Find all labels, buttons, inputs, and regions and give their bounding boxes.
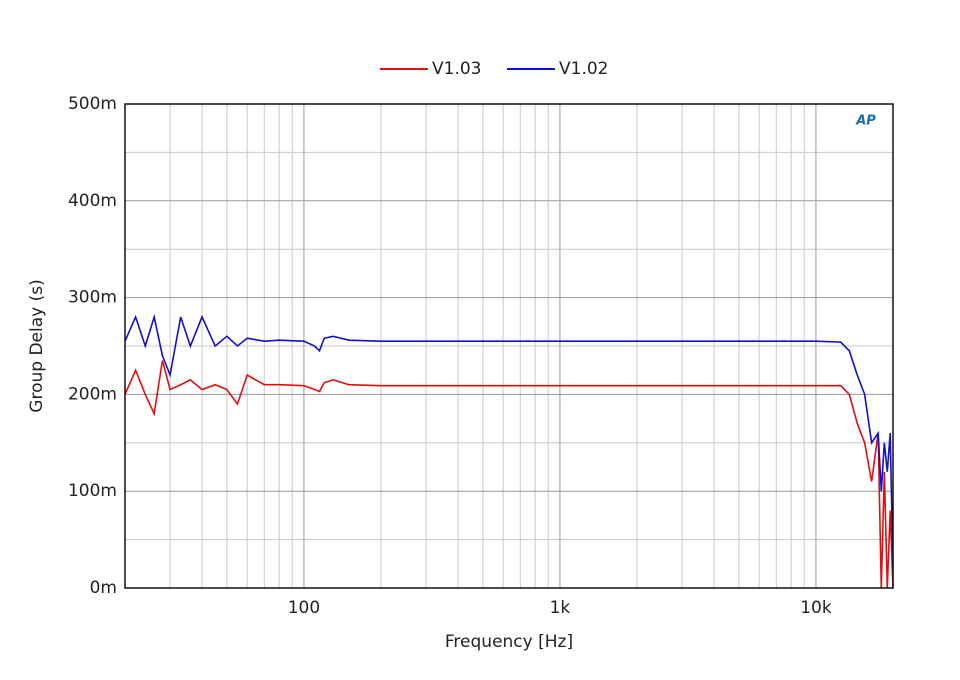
y-tick-label: 200m [68,384,117,404]
y-tick-label: 300m [68,288,117,308]
legend-label: V1.02 [559,59,608,79]
y-tick-label: 0m [90,578,117,598]
plot-area [124,313,894,589]
x-tick-label: 10k [800,598,832,618]
grid [125,103,893,589]
y-tick-label: 100m [68,481,117,501]
series-line [124,313,894,569]
x-axis-label: Frequency [Hz] [445,632,573,652]
y-axis-label: Group Delay (s) [27,279,47,412]
y-tick-label: 400m [68,191,117,211]
legend-label: V1.03 [432,59,481,79]
logo: AP [855,114,876,129]
plot-frame [124,103,894,589]
y-tick-label: 500m [68,94,117,114]
series-line [124,360,894,589]
x-tick-label: 100 [288,598,320,618]
x-tick-label: 1k [550,598,571,618]
